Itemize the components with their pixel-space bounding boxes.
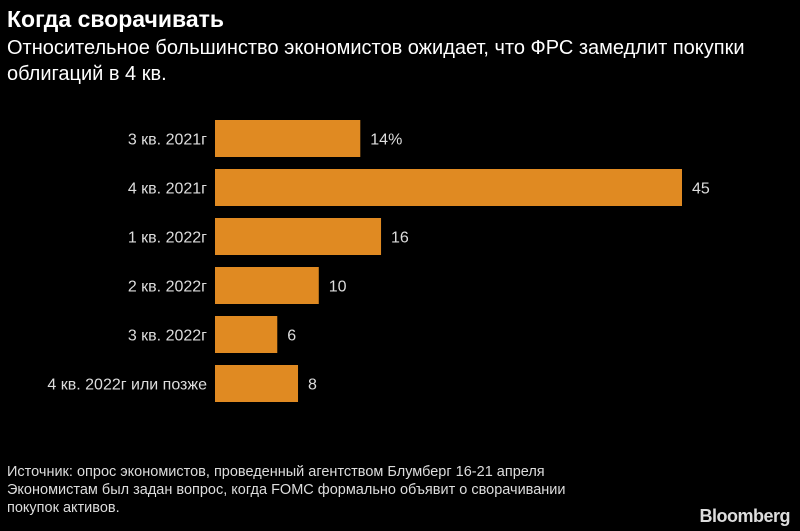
bloomberg-logo: Bloomberg: [699, 506, 790, 526]
category-label: 3 кв. 2022г: [128, 328, 207, 345]
value-label: 8: [308, 377, 317, 394]
bar: [215, 316, 278, 353]
bar: [215, 267, 319, 304]
value-label: 14%: [370, 132, 402, 149]
source-line: Экономистам был задан вопрос, когда FOMC…: [7, 482, 566, 498]
source-note: Источник: опрос экономистов, проведенный…: [7, 463, 565, 517]
source-line: Источник: опрос экономистов, проведенный…: [7, 464, 545, 480]
chart-subtitle: Относительное большинство экономистов ож…: [7, 37, 745, 85]
bar: [215, 169, 682, 206]
category-label: 2 кв. 2022г: [128, 279, 207, 296]
value-label: 45: [692, 181, 710, 198]
source-line: покупок активов.: [7, 500, 120, 516]
category-label: 4 кв. 2022г или позже: [47, 377, 207, 394]
bar: [215, 365, 299, 402]
bar: [215, 218, 382, 255]
value-label: 16: [391, 230, 409, 247]
chart-title: Когда сворачивать: [7, 6, 225, 32]
bar: [215, 120, 361, 157]
category-label: 4 кв. 2021г: [128, 181, 207, 198]
category-label: 1 кв. 2022г: [128, 230, 207, 247]
value-label: 10: [329, 279, 347, 296]
category-label: 3 кв. 2021г: [128, 132, 207, 149]
value-label: 6: [287, 328, 296, 345]
